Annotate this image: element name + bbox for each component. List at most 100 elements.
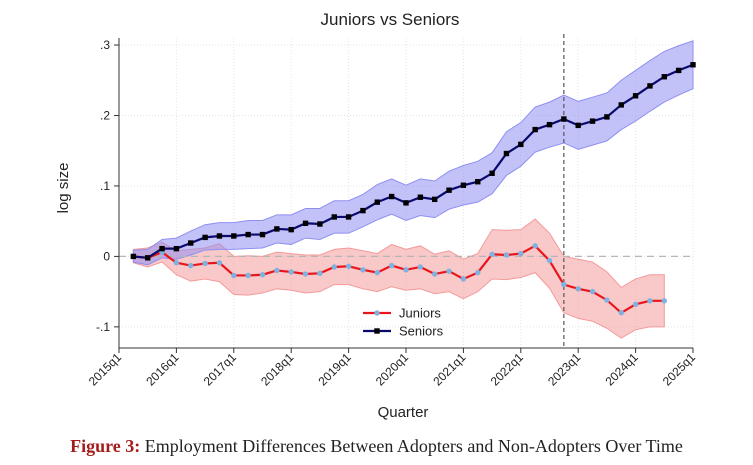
series-markers <box>130 62 696 316</box>
figure-caption-label: Figure 3: <box>70 436 141 456</box>
juniors-point <box>388 262 395 269</box>
seniors-point <box>345 214 352 220</box>
juniors-point <box>417 264 424 270</box>
y-tick-label: 0 <box>103 249 110 263</box>
juniors-point <box>173 260 180 266</box>
juniors-point <box>302 271 309 277</box>
x-tick-label: 2015q1 <box>86 350 124 388</box>
seniors-point <box>388 193 395 200</box>
juniors-point <box>345 263 352 269</box>
seniors-point <box>618 102 624 108</box>
seniors-point <box>274 226 280 232</box>
juniors-point <box>546 257 553 264</box>
seniors-point <box>503 150 510 157</box>
confidence-bands <box>132 40 694 339</box>
x-tick-label: 2016q1 <box>143 350 181 388</box>
y-axis-label: log size <box>55 163 72 214</box>
seniors-point <box>632 93 639 99</box>
seniors-point <box>417 194 424 200</box>
y-tick-label: -.1 <box>96 320 110 334</box>
x-tick-label: 2025q1 <box>660 350 698 388</box>
juniors-point <box>317 270 323 277</box>
seniors-point <box>188 240 194 246</box>
seniors-point <box>432 196 438 203</box>
x-tick-label: 2023q1 <box>545 350 583 388</box>
chart-title: Juniors vs Seniors <box>321 10 460 29</box>
seniors-point <box>317 221 323 227</box>
seniors-point <box>532 126 538 133</box>
juniors-point <box>331 264 337 270</box>
x-axis-label: Quarter <box>378 404 429 421</box>
seniors-point <box>173 245 180 252</box>
juniors-point <box>288 269 294 275</box>
seniors-point <box>231 233 237 239</box>
juniors-point <box>575 286 581 292</box>
legend-juniors-label: Juniors <box>399 306 441 321</box>
juniors-point <box>503 252 510 258</box>
seniors-point <box>518 141 524 148</box>
juniors-point <box>188 262 194 269</box>
juniors-point <box>618 310 624 316</box>
seniors-point <box>647 83 653 89</box>
chart: Juniors vs Seniors -.1 0 .1 .2 .3 2015q1 2016… <box>55 10 698 421</box>
juniors-point <box>460 276 467 282</box>
seniors-point <box>259 231 266 238</box>
seniors-point <box>489 170 495 176</box>
juniors-point <box>518 250 524 257</box>
juniors-point <box>259 272 266 278</box>
juniors-point <box>245 272 251 279</box>
x-tick-label: 2021q1 <box>430 350 468 388</box>
y-tick-label: .2 <box>100 109 110 123</box>
seniors-point <box>202 234 208 241</box>
x-tick-label: 2017q1 <box>201 350 239 388</box>
juniors-point <box>632 301 639 308</box>
seniors-point <box>360 207 366 214</box>
seniors-point <box>561 116 567 122</box>
seniors-point <box>675 67 682 74</box>
seniors-line <box>133 63 694 259</box>
seniors-point <box>604 114 610 120</box>
seniors-point <box>446 187 452 193</box>
seniors-point <box>475 179 481 185</box>
juniors-point <box>202 260 208 267</box>
seniors-point <box>374 199 380 205</box>
seniors-point <box>216 233 223 239</box>
juniors-point <box>374 269 380 276</box>
seniors-point <box>589 118 596 124</box>
juniors-point <box>216 260 223 266</box>
x-tick-label: 2020q1 <box>373 350 411 388</box>
juniors-point <box>589 288 596 295</box>
seniors-point <box>546 121 553 128</box>
seniors-point <box>690 62 696 68</box>
seniors-point <box>661 74 667 80</box>
seniors-point <box>302 220 309 226</box>
legend-seniors-label: Seniors <box>399 324 444 339</box>
seniors-point <box>145 255 151 261</box>
reference-lines <box>119 34 693 348</box>
figure-caption-text: Employment Differences Between Adopters … <box>144 436 683 456</box>
y-tick-label: .3 <box>100 38 110 52</box>
seniors-point <box>245 231 251 238</box>
juniors-point <box>446 268 452 274</box>
x-axis-ticks: 2015q1 2016q1 2017q1 2018q1 2019q1 2020q1 2021… <box>86 348 698 388</box>
x-tick-label: 2018q1 <box>258 350 296 388</box>
juniors-point <box>561 281 567 288</box>
juniors-point <box>489 251 495 257</box>
juniors-point <box>274 267 280 274</box>
juniors-point <box>532 243 538 249</box>
legend-seniors-marker <box>374 328 380 334</box>
juniors-point <box>475 269 481 276</box>
seniors-point <box>159 245 165 252</box>
figure-caption: Figure 3: Employment Differences Between… <box>0 436 753 457</box>
seniors-point <box>575 122 581 129</box>
juniors-point <box>647 298 653 304</box>
juniors-point <box>432 271 438 277</box>
juniors-point <box>360 267 366 273</box>
seniors-confidence-band <box>132 40 694 266</box>
legend-juniors-marker <box>374 310 380 316</box>
x-tick-label: 2022q1 <box>488 350 526 388</box>
seniors-point <box>460 182 467 188</box>
seniors-point <box>403 200 409 206</box>
seniors-point <box>288 226 294 233</box>
x-tick-label: 2024q1 <box>603 350 641 388</box>
